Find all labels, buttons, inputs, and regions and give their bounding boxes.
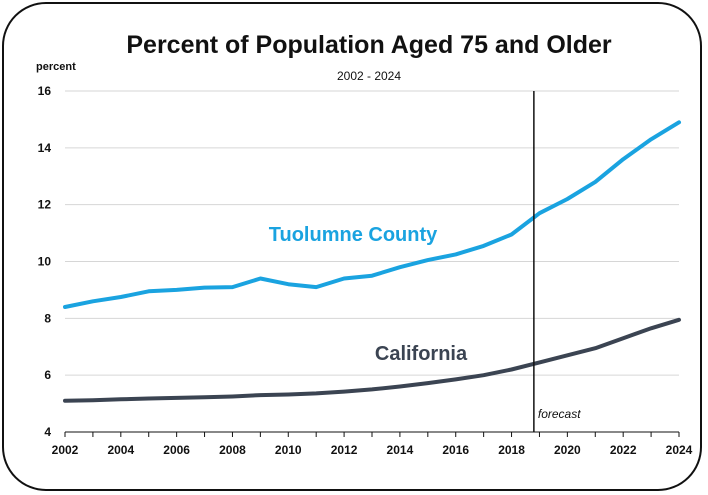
y-tick-label: 12 bbox=[38, 198, 52, 212]
tuolumne-county-line bbox=[63, 120, 681, 309]
x-tick-label: 2010 bbox=[275, 443, 302, 457]
x-tick-label: 2016 bbox=[442, 443, 469, 457]
x-tick-label: 2004 bbox=[107, 443, 134, 457]
gridlines bbox=[65, 90, 679, 376]
series-group bbox=[63, 120, 681, 403]
chart-subtitle: 2002 - 2024 bbox=[337, 69, 401, 83]
y-tick-label: 6 bbox=[44, 368, 51, 382]
x-tick-label: 2020 bbox=[554, 443, 581, 457]
y-tick-label: 16 bbox=[38, 84, 52, 98]
series-label-tuolumne: Tuolumne County bbox=[269, 224, 438, 246]
california-line bbox=[63, 317, 681, 403]
y-tick-label: 8 bbox=[44, 311, 51, 325]
x-tick-label: 2008 bbox=[219, 443, 246, 457]
y-tick-label: 10 bbox=[38, 255, 52, 269]
y-tick-label: 4 bbox=[44, 425, 51, 439]
y-axis-label: percent bbox=[36, 61, 76, 73]
series-label-california: California bbox=[375, 343, 468, 365]
x-tick-label: 2012 bbox=[331, 443, 358, 457]
x-tick-label: 2022 bbox=[610, 443, 637, 457]
chart-title: Percent of Population Aged 75 and Older bbox=[126, 31, 612, 59]
chart-frame bbox=[2, 2, 702, 491]
x-tick-label: 2024 bbox=[666, 443, 693, 457]
x-tick-label: 2018 bbox=[498, 443, 525, 457]
x-tick-label: 2014 bbox=[387, 443, 414, 457]
annotations: forecast bbox=[533, 91, 581, 432]
x-tick-label: 2002 bbox=[52, 443, 79, 457]
forecast-label: forecast bbox=[538, 407, 581, 421]
axes: 4 6 8 10 12 14 16 2002 2004 2006 2008 2010 2012 2014 2… bbox=[38, 84, 693, 457]
x-tick-label: 2006 bbox=[163, 443, 190, 457]
y-tick-label: 14 bbox=[38, 141, 52, 155]
